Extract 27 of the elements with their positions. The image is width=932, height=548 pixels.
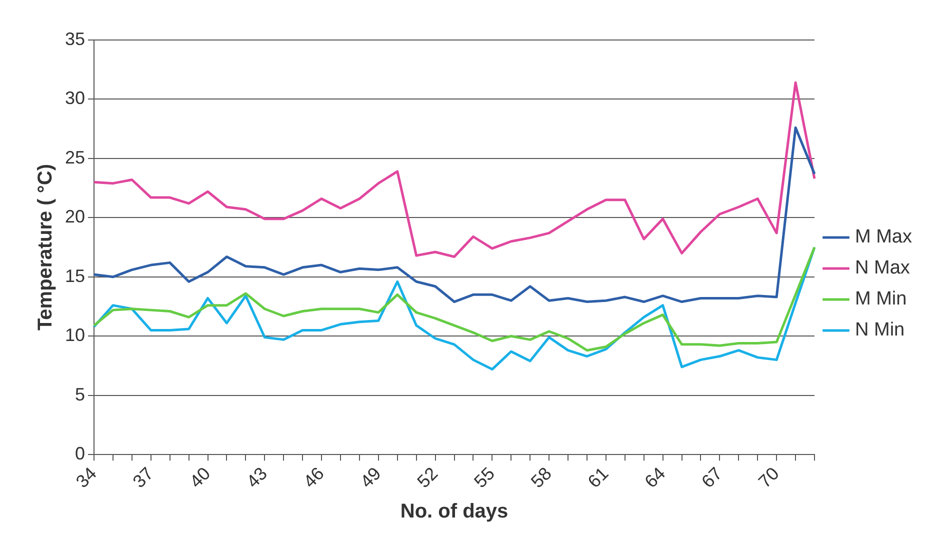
y-tick-label: 35 <box>64 28 86 49</box>
x-tick-label: 52 <box>413 463 442 492</box>
x-tick-label: 49 <box>356 463 385 492</box>
y-tick-label: 0 <box>75 444 86 464</box>
y-tick-label: 20 <box>64 206 86 227</box>
x-tick-label: 70 <box>754 463 783 492</box>
y-tick-label: 10 <box>64 325 86 346</box>
legend-label: M Min <box>855 288 907 310</box>
x-tick-label: 61 <box>584 463 612 492</box>
x-tick-label: 46 <box>300 463 328 492</box>
x-tick-label: 34 <box>72 463 100 492</box>
legend-label: M Max <box>855 226 912 248</box>
x-tick-label: 67 <box>698 463 726 492</box>
x-tick-label: 55 <box>470 463 499 492</box>
y-tick-label: 30 <box>64 88 86 108</box>
y-tick-label: 15 <box>64 266 86 286</box>
y-axis-title: Temperature ( °C) <box>34 164 57 331</box>
x-tick-label: 40 <box>186 463 214 492</box>
legend-label: N Min <box>855 320 905 341</box>
x-axis-title: No. of days <box>400 500 508 523</box>
legend-label: N Max <box>855 258 910 279</box>
x-tick-label: 37 <box>128 463 158 492</box>
y-tick-label: 5 <box>75 384 86 404</box>
x-tick-label: 43 <box>242 463 272 492</box>
x-tick-label: 64 <box>640 463 670 492</box>
x-tick-label: 58 <box>527 463 556 492</box>
y-tick-label: 25 <box>64 147 86 168</box>
